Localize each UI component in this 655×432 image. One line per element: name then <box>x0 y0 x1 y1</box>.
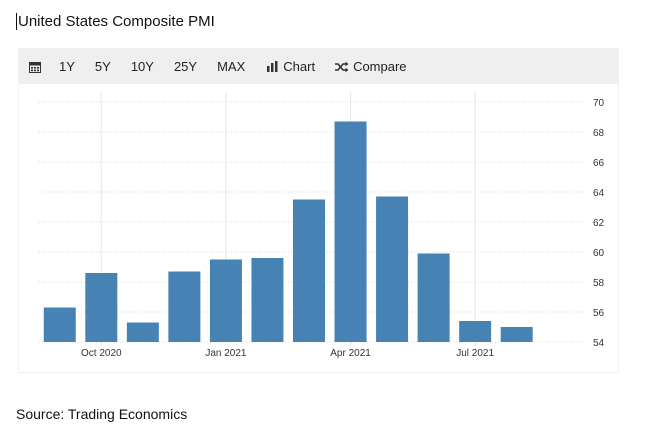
y-tick-label: 70 <box>593 98 605 109</box>
y-tick-label: 62 <box>593 218 605 229</box>
y-tick-label: 60 <box>593 248 605 259</box>
y-tick-label: 64 <box>593 188 605 199</box>
bar <box>168 271 201 342</box>
range-max-button[interactable]: MAX <box>217 59 246 74</box>
bar <box>251 258 284 342</box>
x-tick-label: Oct 2020 <box>81 348 122 359</box>
bar <box>43 307 76 342</box>
bar <box>376 196 409 342</box>
calendar-icon[interactable] <box>29 61 41 73</box>
source-note: Source: Trading Economics <box>16 406 188 422</box>
range-25y-button[interactable]: 25Y <box>173 59 198 74</box>
range-1y-button[interactable]: 1Y <box>59 59 75 74</box>
y-tick-label: 66 <box>593 158 605 169</box>
range-5y-button[interactable]: 5Y <box>94 59 111 74</box>
x-tick-label: Apr 2021 <box>330 348 371 359</box>
bar <box>417 253 450 342</box>
y-tick-label: 68 <box>593 128 605 139</box>
bar <box>500 327 533 342</box>
bar-chart-icon <box>267 61 279 72</box>
chart-panel: 1Y 5Y 10Y 25Y MAX Chart <box>18 48 619 373</box>
bar <box>459 321 492 342</box>
page-title: United States Composite PMI <box>16 13 215 30</box>
x-tick-label: Jan 2021 <box>205 348 247 359</box>
bar <box>85 273 118 342</box>
range-10y-button[interactable]: 10Y <box>130 59 154 74</box>
compare-label: Compare <box>353 59 407 74</box>
bar <box>293 199 325 342</box>
x-tick-label: Jul 2021 <box>456 348 494 359</box>
chart-type-label: Chart <box>283 59 316 74</box>
compare-button[interactable]: Compare <box>335 59 407 74</box>
chart-type-button[interactable]: Chart <box>267 59 315 74</box>
bar <box>126 322 159 342</box>
shuffle-icon <box>335 61 349 73</box>
chart-toolbar: 1Y 5Y 10Y 25Y MAX Chart <box>19 49 618 84</box>
y-tick-label: 58 <box>593 278 605 289</box>
pmi-bar-chart: 54 56 58 60 62 64 66 68 70 Oct 2020 Jan 2021 Apr 20… <box>39 92 605 359</box>
bar <box>209 259 242 342</box>
y-tick-label: 54 <box>593 338 605 349</box>
y-tick-label: 56 <box>593 308 605 319</box>
bar <box>334 121 367 342</box>
